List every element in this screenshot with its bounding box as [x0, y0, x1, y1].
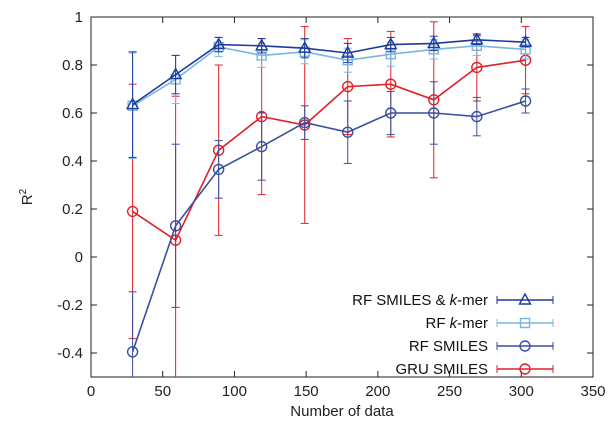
data-point	[125, 97, 140, 110]
x-tick-label: 350	[580, 383, 605, 400]
data-point	[126, 205, 139, 218]
data-point	[299, 116, 311, 129]
data-point	[342, 126, 354, 138]
data-point	[384, 37, 398, 50]
y-tick-label: 0	[75, 249, 83, 266]
legend-label-part: k	[450, 315, 459, 332]
x-tick-label: 100	[222, 383, 247, 400]
data-point	[169, 220, 182, 232]
series-line	[132, 44, 526, 107]
x-tick-label: 50	[154, 383, 171, 400]
x-tick-label: 250	[437, 383, 462, 400]
x-tick-label: 200	[365, 383, 390, 400]
data-point	[385, 78, 397, 90]
data-point	[341, 45, 355, 58]
data-point	[470, 32, 484, 45]
series-line	[132, 59, 526, 242]
data-point	[298, 40, 312, 53]
y-tick-label: 1	[75, 9, 83, 26]
tick-labels: 0 50 100 150 200 250 300 350 -0.4 -0.2 0 0.2 0.4 0.6 0…	[57, 9, 605, 400]
series-0	[125, 32, 533, 158]
legend-marker	[519, 340, 531, 352]
y-tick-label: -0.4	[57, 345, 83, 362]
legend-label: GRU SMILES	[395, 361, 488, 378]
legend-label-part: RF SMILES &	[352, 292, 450, 309]
y-tick-label: 0.4	[62, 153, 83, 170]
x-tick-label: 0	[87, 383, 95, 400]
legend-label: RF SMILES	[409, 338, 488, 355]
legend-item: RF SMILES & k-mer	[352, 292, 554, 309]
x-tick-label: 150	[294, 383, 319, 400]
data-point	[471, 110, 483, 123]
legend-label-part: RF SMILES	[409, 338, 488, 355]
series-line	[131, 100, 526, 353]
y-axis-title: R2	[18, 188, 36, 205]
plot-area	[90, 16, 594, 378]
data-point	[212, 163, 225, 176]
legend-item: GRU SMILES	[395, 361, 554, 378]
data-point	[211, 37, 226, 50]
legend-label-part: GRU SMILES	[395, 361, 488, 378]
y-tick-label: 0.2	[62, 201, 83, 218]
x-tick-label: 300	[509, 383, 534, 400]
series-line	[132, 38, 526, 106]
y-axis-title-base: R	[19, 194, 36, 205]
y-tick-label: 0.6	[62, 105, 83, 122]
data-point	[126, 346, 139, 358]
legend-label-part: k	[450, 292, 459, 309]
axis-ticks	[90, 16, 594, 377]
data-point	[385, 107, 397, 119]
legend-marker	[518, 292, 532, 305]
data-point	[168, 67, 183, 80]
data-point	[427, 35, 441, 49]
legend-label-part: -mer	[457, 315, 488, 332]
series-2	[126, 81, 532, 377]
data-point	[471, 61, 483, 74]
data-point	[519, 95, 532, 107]
x-axis-title: Number of data	[290, 403, 394, 420]
data-point	[342, 80, 354, 93]
legend-item: RF k-mer	[426, 315, 554, 332]
series-layer	[125, 21, 533, 377]
y-tick-label: 0.8	[62, 57, 83, 74]
data-point	[518, 34, 533, 47]
legend-marker	[519, 317, 531, 329]
data-point	[428, 107, 440, 119]
legend-marker	[519, 363, 531, 375]
legend-label-part: RF	[426, 315, 450, 332]
y-tick-label: -0.2	[57, 297, 83, 314]
y-axis-title-sup: 2	[18, 188, 29, 194]
data-point	[255, 140, 268, 153]
legend-item: RF SMILES	[409, 338, 554, 355]
data-point	[254, 38, 269, 51]
legend-label: RF k-mer	[426, 315, 489, 332]
legend-label: RF SMILES & k-mer	[352, 292, 488, 309]
legend-label-part: -mer	[457, 292, 488, 309]
